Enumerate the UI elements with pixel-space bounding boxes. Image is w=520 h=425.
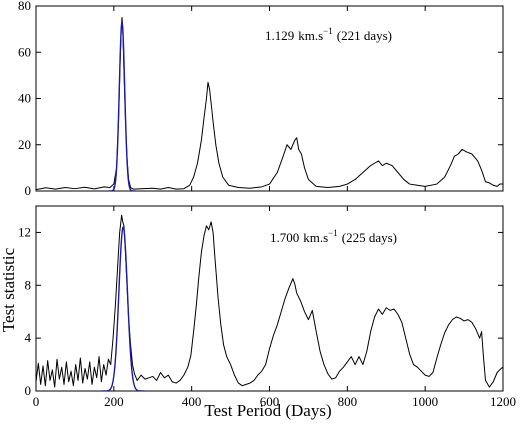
gaussian-fit-line — [107, 21, 137, 191]
x-tick-label: 200 — [104, 394, 124, 409]
annotation-exponent: −1 — [323, 26, 333, 36]
bottom-panel: 0 200 400 600 800 1000 1200 0 4 8 12 1.700 km.s−1 (22… — [18, 205, 516, 409]
y-tick-label: 4 — [25, 330, 32, 345]
annotation-value: 1.129 — [265, 28, 294, 43]
x-tick-label: 1200 — [490, 394, 516, 409]
annotation-exponent: −1 — [328, 228, 338, 238]
x-tick-label: 0 — [33, 394, 40, 409]
y-tick-label: 20 — [18, 137, 31, 152]
y-tick-label: 60 — [18, 44, 31, 59]
top-panel: 0 20 40 60 80 1.129 km.s−1 (221 days) — [18, 0, 504, 198]
y-tick-label: 40 — [18, 91, 31, 106]
y-tick-label: 8 — [25, 277, 32, 292]
x-axis-label: Test Period (Days) — [204, 401, 331, 420]
test-statistic-line — [36, 214, 503, 388]
annotation-period: (225 days) — [342, 230, 397, 245]
annotation-value: 1.700 — [270, 230, 299, 245]
y-tick-label: 12 — [18, 224, 31, 239]
y-tick-label: 0 — [25, 383, 32, 398]
velocity-annotation: 1.700 km.s−1 (225 days) — [270, 228, 397, 245]
x-tick-label: 600 — [260, 394, 280, 409]
x-tick-label: 400 — [182, 394, 202, 409]
annotation-unit: km.s — [298, 28, 323, 43]
y-tick-label: 80 — [18, 0, 31, 13]
annotation-period: (221 days) — [337, 28, 392, 43]
annotation-unit: km.s — [303, 230, 328, 245]
x-tick-label: 1000 — [412, 394, 438, 409]
test-statistic-line — [36, 17, 503, 191]
x-tick-label: 800 — [338, 394, 358, 409]
y-axis-label: Test statistic — [0, 247, 18, 332]
velocity-annotation: 1.129 km.s−1 (221 days) — [265, 26, 392, 43]
gaussian-fit-line — [101, 226, 146, 391]
y-tick-label: 0 — [25, 183, 32, 198]
